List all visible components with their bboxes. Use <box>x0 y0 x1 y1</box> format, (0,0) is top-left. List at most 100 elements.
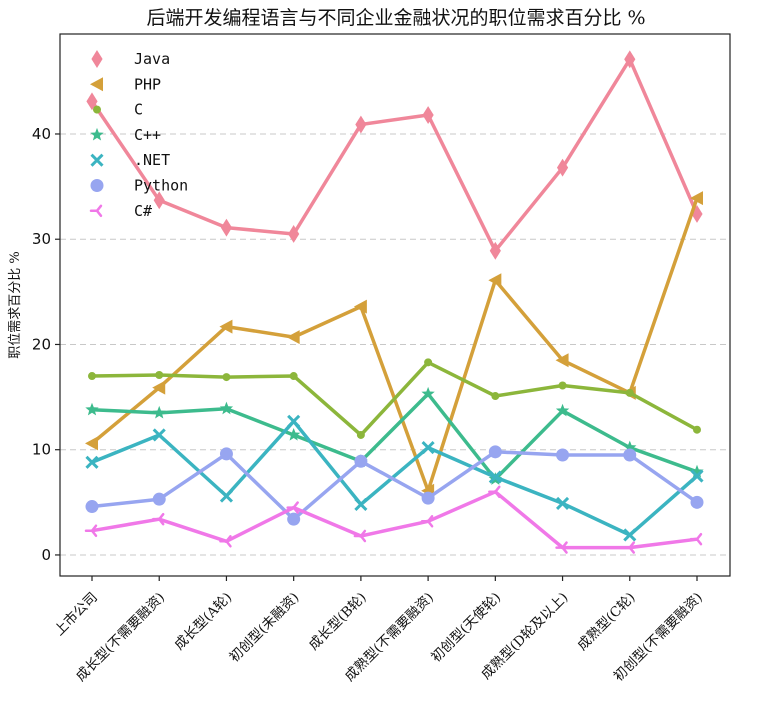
legend-label-php: PHP <box>134 75 161 93</box>
legend-marker-c <box>93 105 101 114</box>
data-point-net <box>287 414 301 428</box>
data-point-php <box>690 191 703 206</box>
data-point-java <box>355 115 367 134</box>
data-point-php <box>152 380 166 395</box>
data-point-c <box>85 402 99 416</box>
data-point-python <box>354 454 368 468</box>
legend-marker-c <box>90 127 104 141</box>
series-c <box>84 485 703 554</box>
legend-item-python: Python <box>90 177 188 195</box>
data-point-net <box>152 428 166 442</box>
legend-label-c: C# <box>134 202 152 220</box>
x-tick-label: 成熟型(C轮) <box>574 590 638 654</box>
data-point-java <box>86 92 98 111</box>
data-point-c <box>623 440 637 454</box>
series-line-c <box>91 490 698 550</box>
legend-label-c: C <box>134 101 143 119</box>
y-tick-label: 30 <box>32 230 51 248</box>
legend-marker-net <box>90 153 104 167</box>
data-point-python <box>690 495 704 509</box>
legend-marker-php <box>90 77 103 92</box>
series-line-java <box>90 57 699 253</box>
series-line-c <box>91 392 698 481</box>
data-point-python <box>85 500 99 514</box>
data-point-c <box>625 388 634 397</box>
plot-frame <box>59 33 731 577</box>
data-point-c <box>219 535 232 548</box>
legend-label-java: Java <box>134 50 170 68</box>
data-point-c <box>424 358 433 367</box>
data-point-python <box>488 445 502 459</box>
series-net <box>85 414 704 542</box>
data-point-c <box>222 373 231 382</box>
data-point-c <box>555 541 568 554</box>
y-tick-label: 10 <box>32 441 51 459</box>
legend-item-c: C <box>93 101 143 119</box>
legend-item-c: C# <box>89 202 152 220</box>
data-point-net <box>690 469 704 483</box>
data-point-c <box>622 541 636 554</box>
series-line-c <box>91 360 698 437</box>
legend-label-c: C++ <box>134 126 161 144</box>
y-axis: 0 10 20 30 40 <box>32 125 60 564</box>
y-tick-label: 0 <box>41 546 51 564</box>
data-point-php <box>219 319 233 334</box>
x-tick-label: 成长型(A轮) <box>171 590 235 654</box>
data-point-java <box>556 158 569 177</box>
data-point-c <box>155 370 164 379</box>
data-point-net <box>623 528 637 542</box>
data-point-net <box>555 496 570 510</box>
legend-marker-java <box>91 50 103 68</box>
data-point-python <box>152 492 166 506</box>
data-point-c <box>421 386 435 400</box>
data-point-net <box>488 470 502 484</box>
legend-item-java: Java <box>91 50 170 68</box>
data-point-java <box>422 106 434 124</box>
data-point-c <box>491 392 500 401</box>
data-point-java <box>220 218 233 237</box>
data-point-python <box>219 447 233 461</box>
data-point-python <box>287 512 301 526</box>
data-point-c <box>289 372 298 381</box>
series-line-net <box>91 419 699 537</box>
x-tick-label: 成长型(B轮) <box>306 590 370 654</box>
y-axis-label: 职位需求百分比 % <box>8 251 23 359</box>
y-tick-label: 40 <box>32 125 51 143</box>
data-point-php <box>353 299 367 314</box>
x-tick-label: 初创型(天使轮) <box>427 589 504 666</box>
data-point-python <box>556 448 570 462</box>
data-point-c <box>356 430 365 439</box>
data-point-c <box>219 401 234 415</box>
data-point-net <box>421 441 435 455</box>
legend-item-php: PHP <box>90 75 161 93</box>
data-point-java <box>288 225 300 243</box>
data-point-c <box>84 524 98 537</box>
data-point-php <box>286 330 300 345</box>
data-point-python <box>623 448 637 462</box>
data-point-c <box>420 515 434 528</box>
legend-item-c: C++ <box>90 126 161 144</box>
data-point-java <box>153 191 165 210</box>
grid <box>60 133 730 556</box>
data-point-c <box>693 425 701 434</box>
data-point-python <box>421 491 435 505</box>
data-point-net <box>85 455 99 469</box>
data-point-c <box>286 501 299 514</box>
data-point-net <box>219 489 234 503</box>
data-point-c <box>152 405 166 419</box>
data-point-c <box>555 403 570 417</box>
series-c <box>88 358 701 439</box>
data-point-php <box>555 353 569 368</box>
data-point-c <box>287 427 301 441</box>
data-point-c <box>88 372 96 381</box>
series-line-python <box>91 450 699 521</box>
x-tick-label: 初创型(未融资) <box>226 589 303 666</box>
series-java <box>86 50 703 260</box>
data-point-php <box>488 273 502 288</box>
data-point-c <box>689 532 703 546</box>
series-layer <box>84 50 704 554</box>
legend-item-net: .NET <box>90 151 170 169</box>
legend-marker-c <box>89 204 103 218</box>
